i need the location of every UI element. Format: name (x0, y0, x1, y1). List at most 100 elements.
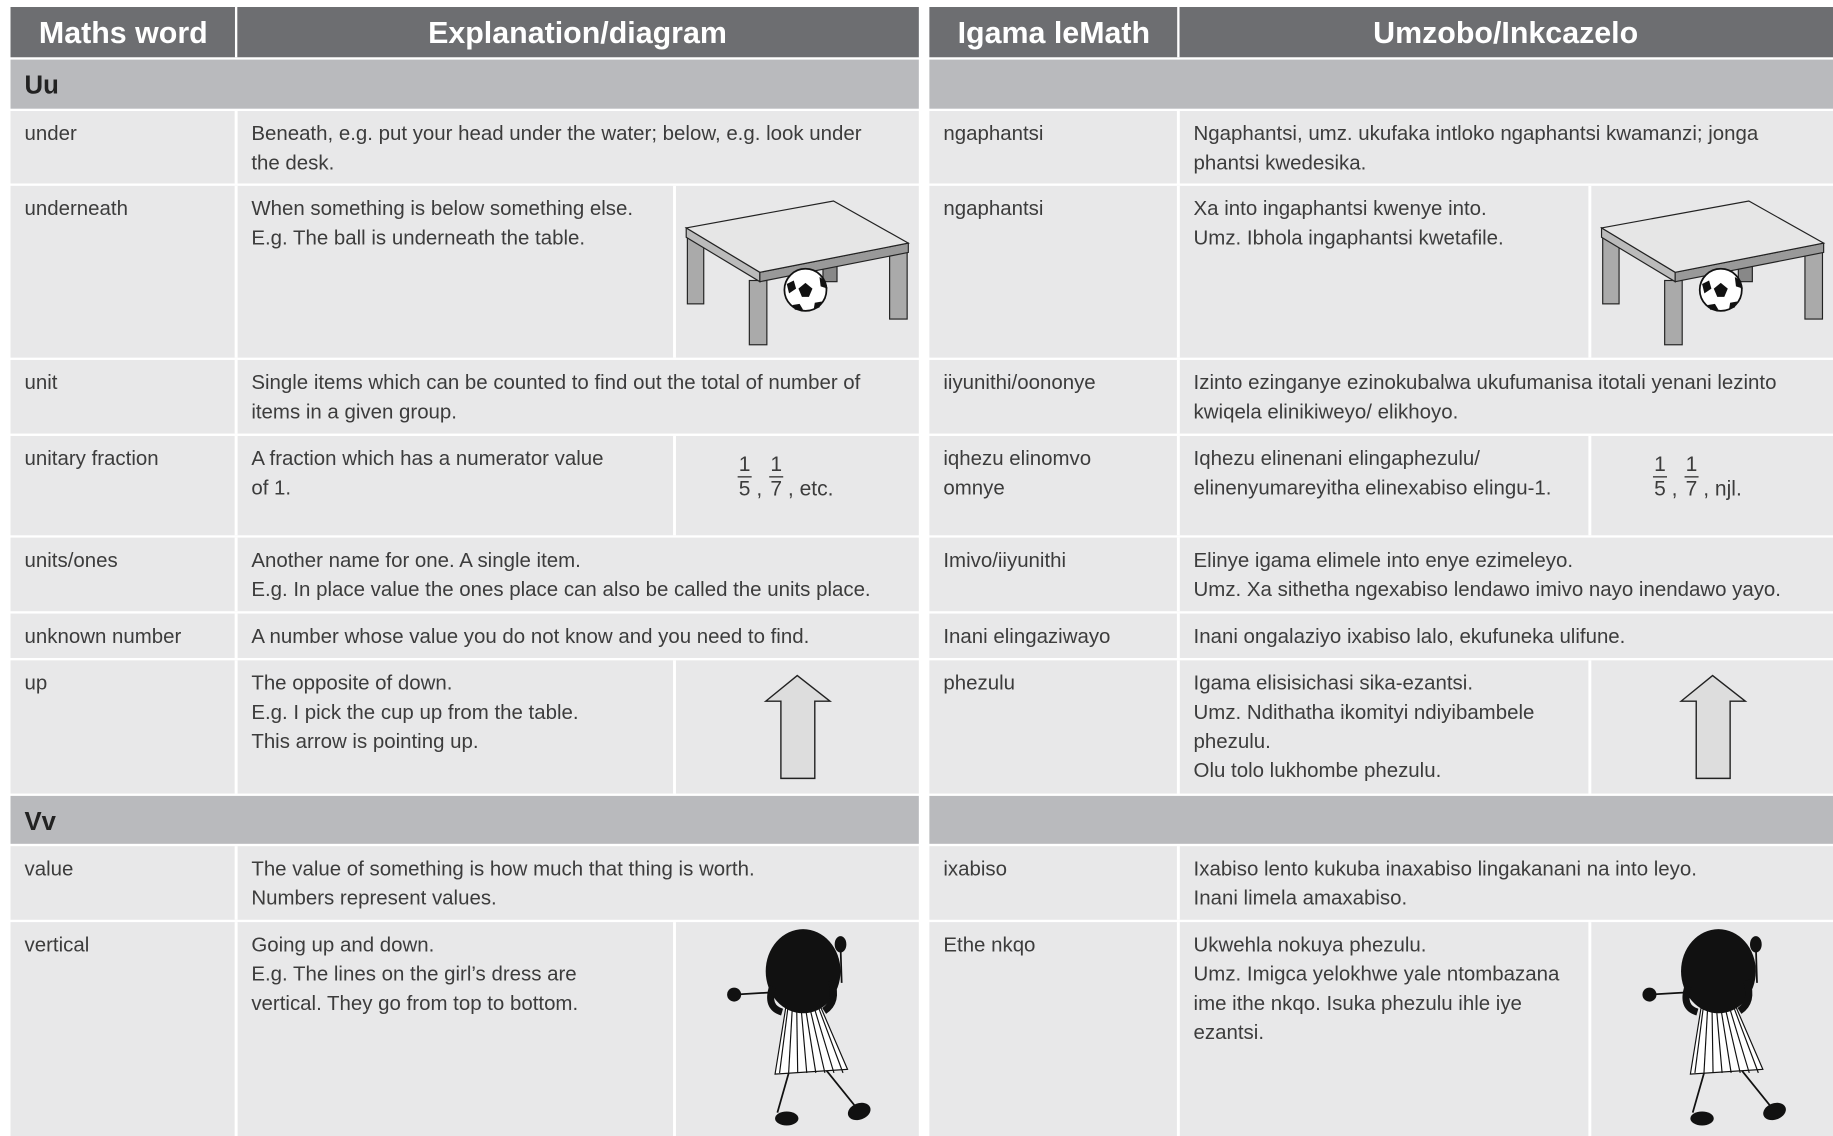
girl-hand (1642, 987, 1657, 1002)
word: up (25, 672, 48, 695)
girl-foot (775, 1111, 799, 1126)
ball-patch (1713, 282, 1728, 297)
table-row: underneath When something is below someth… (10, 185, 919, 358)
fraction: 15, 17, njl. (1652, 453, 1742, 501)
dress-stripe (1711, 1001, 1714, 1073)
explanation: Inani limela amaxabiso. (1194, 887, 1408, 910)
explanation: Ixabiso lento kukuba inaxabiso lingakana… (1194, 857, 1697, 880)
table-leg (1804, 250, 1824, 320)
word: ngaphantsi (943, 122, 1043, 145)
row-bg (929, 613, 1833, 658)
explanation: A number whose value you do not know and… (251, 625, 809, 648)
diagram (1599, 200, 1826, 346)
diagram (684, 200, 910, 346)
header-bar (929, 7, 1833, 58)
word: unitary fraction (25, 447, 159, 470)
table-leg (889, 250, 908, 320)
header-label: Maths word (39, 16, 208, 50)
explanation: Umz. Xa sithetha ngexabiso lendawo imivo… (1194, 578, 1781, 601)
explanation: Umz. Ndithatha ikomityi ndiyibambele (1194, 701, 1535, 724)
dress-stripe (815, 1001, 844, 1074)
table-row: iqhezu elinomvo omnye Iqhezu elinenani eli… (929, 435, 1833, 536)
table-row: value The value of something is how much … (10, 846, 919, 920)
explanation: The value of something is how much that … (251, 857, 754, 880)
word: Ethe nkqo (943, 933, 1035, 956)
dress-stripe (799, 1001, 808, 1073)
table-top (1599, 200, 1826, 273)
ball-patch (1702, 276, 1743, 310)
explanation: ezantsi. (1194, 1021, 1264, 1044)
girl-leg (825, 1070, 857, 1108)
section-bar (929, 59, 1833, 109)
header-label: Umzobo/Inkcazelo (1373, 16, 1638, 50)
explanation: Ukwehla nokuya phezulu. (1194, 933, 1427, 956)
table-row: unitary fraction A fraction which has a n… (10, 435, 919, 536)
table-row: ixabiso Ixabiso lento kukuba inaxabiso li… (929, 846, 1833, 920)
separator: , (1672, 478, 1678, 501)
dress-stripe (779, 1001, 790, 1073)
row-bg (10, 111, 919, 184)
diagram (1679, 674, 1748, 780)
row-bg (929, 359, 1833, 434)
table-row: unknown number A number whose value you d… (10, 613, 919, 658)
row-bg (10, 359, 919, 434)
explanation: E.g. The ball is underneath the table. (251, 226, 585, 249)
arrow (1679, 674, 1748, 780)
suffix: , njl. (1703, 478, 1742, 501)
numerator: 1 (770, 453, 782, 476)
explanation: vertical. They go from top to bottom. (251, 992, 578, 1015)
dress-stripe (811, 1001, 835, 1074)
section-bar (10, 795, 919, 844)
dress-stripe (1715, 1001, 1723, 1073)
denominator: 7 (1686, 478, 1698, 501)
denominator: 5 (739, 478, 751, 501)
word: iqhezu elinomvo (943, 447, 1091, 470)
arrow (763, 674, 833, 780)
denominator: 5 (1654, 478, 1666, 501)
word: under (25, 122, 77, 145)
glossary-table: Maths word Explanation/diagram Uu under Bene… (10, 7, 919, 1136)
dress-stripe (807, 1001, 826, 1074)
table-row: Imivo/iiyunithi Elinye igama elimele into… (929, 537, 1833, 612)
word: ngaphantsi (943, 197, 1043, 220)
table-row: ngaphantsi Xa into ingaphantsi kwenye int… (929, 185, 1833, 358)
dress-stripe (1727, 1001, 1750, 1074)
girl-hair (1681, 929, 1756, 1014)
explanation: E.g. In place value the ones place can a… (251, 578, 870, 601)
explanation: Elinye igama elimele into enye ezimeleyo… (1194, 549, 1573, 572)
dress-stripe (1731, 1001, 1759, 1074)
table-row: units/ones Another name for one. A single… (10, 537, 919, 612)
separator: , (756, 478, 762, 501)
explanation: the desk. (251, 151, 334, 174)
row-bg (10, 537, 919, 612)
row-bg (929, 660, 1833, 794)
explanation: Going up and down. (251, 933, 434, 956)
girl-foot (1763, 1102, 1786, 1121)
row-bg (929, 111, 1833, 184)
diagram (1642, 929, 1786, 1126)
table-row: Ethe nkqo Ukwehla nokuya phezulu. Umz. Imi… (929, 922, 1833, 1136)
table-row: vertical Going up and down. E.g. The lines… (10, 922, 919, 1136)
ball-patch (786, 276, 828, 310)
girl-leg (1691, 1071, 1706, 1113)
row-bg (929, 922, 1833, 1136)
header-label: Explanation/diagram (428, 16, 727, 50)
word: Inani elingaziwayo (943, 625, 1110, 648)
row-bg (10, 846, 919, 920)
explanation: Inani ongalaziyo ixabiso lalo, ekufuneka… (1194, 625, 1626, 648)
diagram (727, 929, 871, 1126)
word: unit (25, 371, 58, 394)
table-leg (1602, 236, 1620, 305)
word: underneath (25, 197, 128, 220)
diagram (763, 674, 833, 780)
explanation: E.g. The lines on the girl’s dress are (251, 963, 576, 986)
explanation: E.g. I pick the cup up from the table. (251, 701, 578, 724)
row-bg (10, 922, 919, 1136)
dress-stripe (1694, 1001, 1705, 1073)
header-label: Igama leMath (958, 16, 1150, 50)
explanation: Ngaphantsi, umz. ukufaka intloko ngaphan… (1194, 122, 1759, 145)
table-row: iiyunithi/oononye Izinto ezinganye ezinok… (929, 359, 1833, 434)
suffix: , etc. (788, 478, 834, 501)
